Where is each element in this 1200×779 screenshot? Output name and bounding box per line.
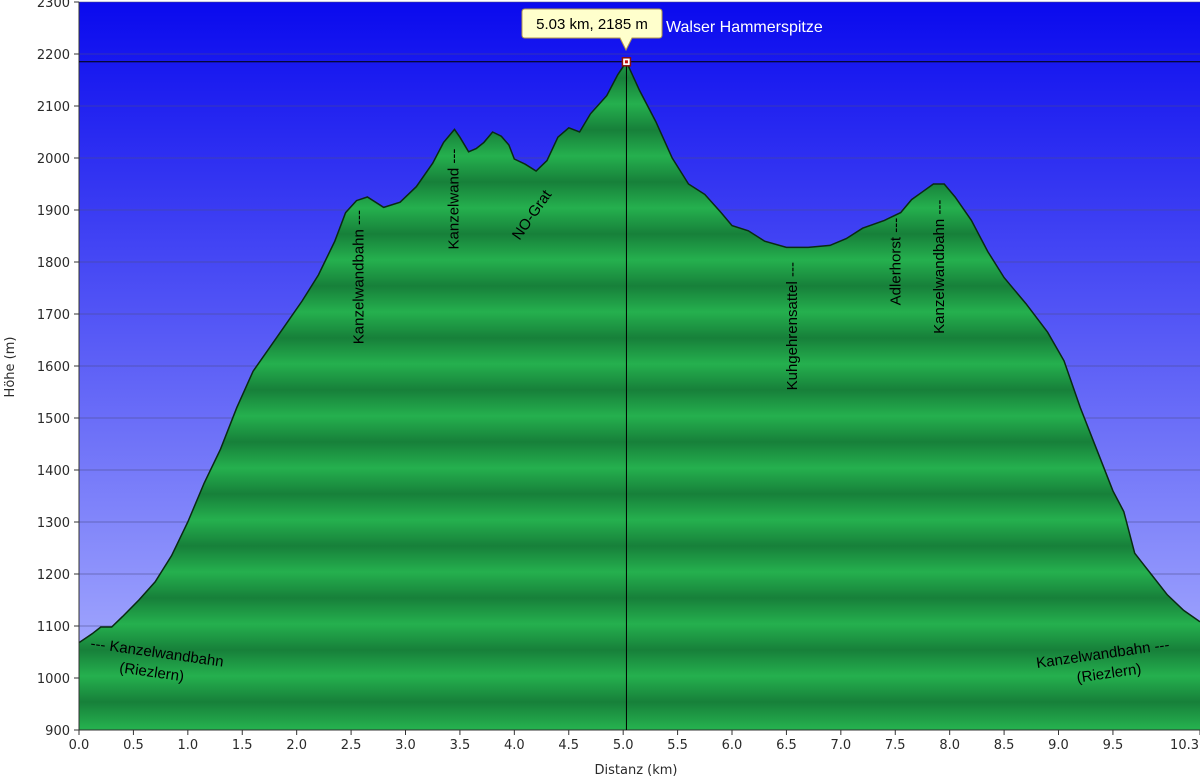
feature-annotation: Kanzelwand --- — [445, 149, 462, 250]
x-tick-label: 1.5 — [232, 738, 253, 753]
x-tick-label: 3.5 — [450, 738, 471, 753]
peak-tooltip: 5.03 km, 2185 m — [521, 8, 663, 52]
x-tick-label: 5.0 — [613, 738, 634, 753]
tooltip-bubble — [521, 8, 663, 52]
feature-annotation: Kuhgehrensattel --- — [784, 262, 801, 390]
x-tick-label: 4.0 — [504, 738, 525, 753]
x-tick-label: 5.5 — [667, 738, 688, 753]
y-tick-label: 2100 — [37, 100, 70, 115]
x-tick-label: 9.5 — [1103, 738, 1124, 753]
feature-annotation: Kanzelwandbahn --- — [351, 210, 368, 344]
x-tick-label: 2.5 — [341, 738, 362, 753]
x-tick-label: 1.0 — [177, 738, 198, 753]
y-tick-label: 1600 — [37, 360, 70, 375]
y-tick-label: 1000 — [37, 672, 70, 687]
x-tick-label: 8.5 — [994, 738, 1015, 753]
x-axis-ticks: 0.0 0.5 1.0 1.5 2.0 2.5 3.0 3.5 4.0 4.5 5.0 5.5 6.0 6… — [69, 730, 1200, 753]
x-tick-label: 0.0 — [69, 738, 90, 753]
peak-marker — [621, 57, 632, 67]
y-tick-label: 1900 — [37, 204, 70, 219]
x-tick-label: 7.0 — [831, 738, 852, 753]
x-tick-label: 7.5 — [885, 738, 906, 753]
x-tick-label: 10.3 — [1170, 738, 1199, 753]
tooltip-text: 5.03 km, 2185 m — [536, 16, 648, 33]
y-tick-label: 2300 — [37, 0, 70, 11]
y-tick-label: 900 — [45, 724, 70, 739]
elevation-area — [79, 61, 1200, 730]
y-tick-label: 2200 — [37, 48, 70, 63]
y-tick-label: 1500 — [37, 412, 70, 427]
x-tick-label: 4.5 — [558, 738, 579, 753]
y-tick-label: 1700 — [37, 308, 70, 323]
x-tick-label: 8.0 — [939, 738, 960, 753]
x-tick-label: 2.0 — [286, 738, 307, 753]
y-tick-label: 1800 — [37, 256, 70, 271]
y-tick-label: 1100 — [37, 620, 70, 635]
x-tick-label: 9.0 — [1048, 738, 1069, 753]
feature-annotation: Kanzelwandbahn --- — [931, 200, 948, 334]
y-axis-title: Höhe (m) — [3, 337, 18, 398]
x-tick-label: 6.0 — [722, 738, 743, 753]
x-tick-label: 3.0 — [395, 738, 416, 753]
y-tick-label: 1200 — [37, 568, 70, 583]
y-tick-label: 2000 — [37, 152, 70, 167]
peak-name-label: Walser Hammerspitze — [666, 19, 823, 36]
x-axis-title: Distanz (km) — [595, 763, 678, 778]
feature-annotation: Adlerhorst --- — [887, 218, 904, 306]
x-tick-label: 6.5 — [776, 738, 797, 753]
y-tick-label: 1300 — [37, 516, 70, 531]
x-tick-label: 0.5 — [123, 738, 144, 753]
y-axis-ticks: 900 1000 1100 1200 1300 1400 1500 1600 1700 1800 1… — [37, 0, 79, 739]
y-tick-label: 1400 — [37, 464, 70, 479]
elevation-outline — [79, 60, 1200, 644]
